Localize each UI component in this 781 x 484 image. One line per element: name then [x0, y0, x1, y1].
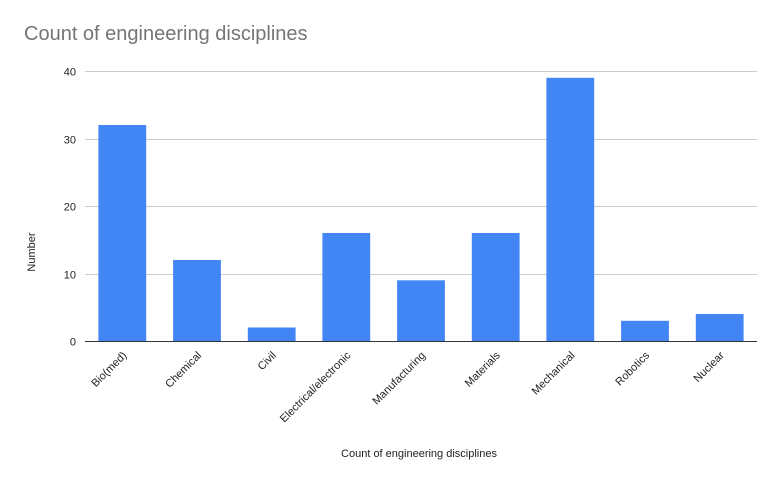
- bars: [98, 77, 744, 342]
- bar-1: [173, 260, 221, 341]
- y-tick-label: 0: [70, 337, 76, 349]
- bar-5: [471, 233, 520, 341]
- x-tick-label: Materials: [463, 349, 503, 389]
- x-tick-label: Manufacturing: [370, 350, 428, 408]
- x-tick-label: Civil: [256, 350, 279, 373]
- x-tick-label: Bio(med): [89, 350, 129, 390]
- x-tick-label: Electrical/electronic: [278, 349, 354, 425]
- gridlines: [85, 71, 757, 275]
- x-tick-label: Chemical: [163, 350, 204, 391]
- x-tick-label: Mechanical: [530, 350, 578, 398]
- y-tick-label: 20: [64, 202, 76, 214]
- bar-3: [322, 233, 371, 341]
- x-tick-label: Nuclear: [692, 349, 728, 385]
- x-tick-label: Robotics: [613, 349, 652, 388]
- bar-0: [98, 125, 147, 341]
- y-tick-label: 40: [64, 67, 76, 79]
- bar-8: [695, 314, 744, 341]
- bar-2: [247, 327, 296, 341]
- bar-4: [397, 280, 445, 342]
- axes: 0 10 20 30 40 Bio(med) Chemical Civil Electrical…: [64, 67, 757, 425]
- x-axis-title: Count of engineering disciplines: [341, 448, 497, 460]
- chart-title: Count of engineering disciplines: [24, 23, 308, 45]
- y-tick-label: 30: [64, 135, 76, 147]
- bar-6: [546, 77, 595, 342]
- y-axis-title: Number: [26, 232, 38, 271]
- bar-7: [621, 320, 669, 342]
- y-tick-label: 10: [64, 270, 76, 282]
